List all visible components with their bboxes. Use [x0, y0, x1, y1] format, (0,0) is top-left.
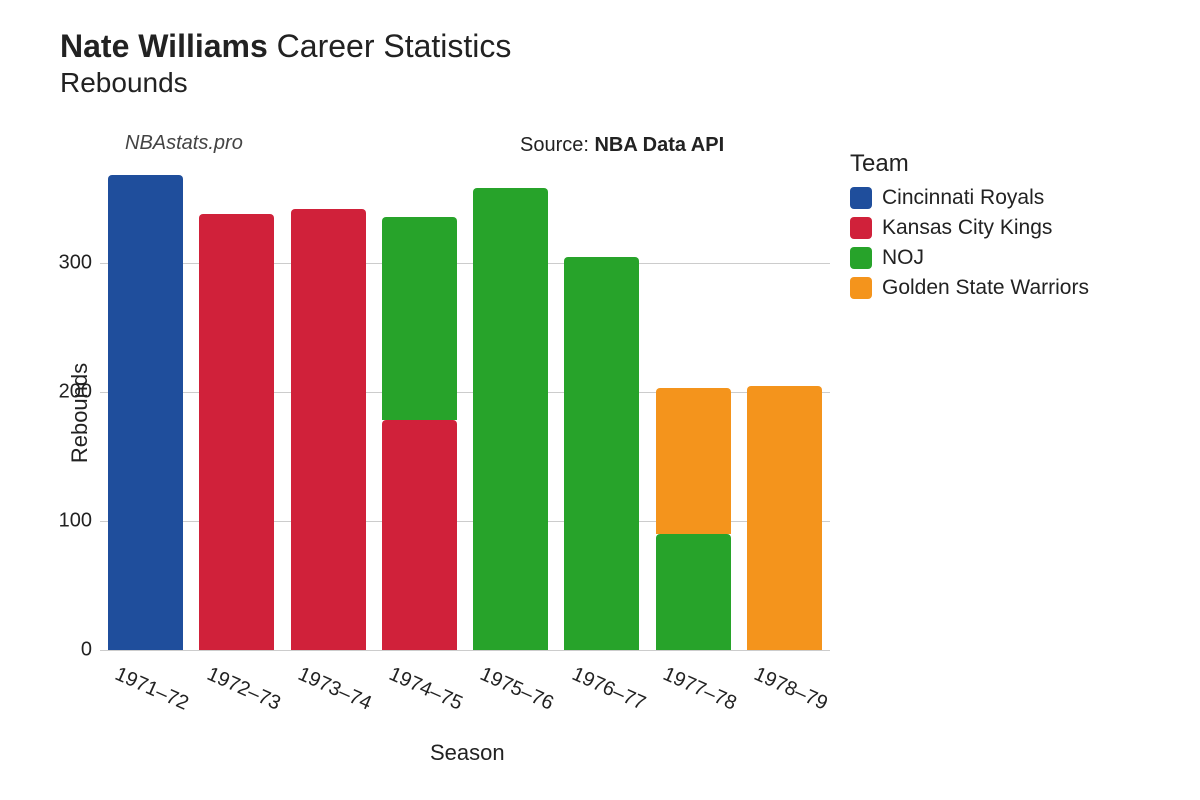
legend-label: Golden State Warriors — [882, 276, 1089, 300]
legend-label: Kansas City Kings — [882, 216, 1052, 240]
source-label: Source: — [520, 134, 594, 156]
y-tick-label: 0 — [32, 639, 92, 662]
legend-item: Cincinnati Royals — [850, 186, 1089, 210]
legend: Team Cincinnati Royals Kansas City Kings N… — [850, 150, 1089, 306]
bar-segment — [291, 209, 366, 650]
source-value: NBA Data API — [594, 134, 724, 156]
bar-segment — [199, 214, 274, 650]
legend-item: NOJ — [850, 246, 1089, 270]
legend-swatch — [850, 217, 872, 239]
legend-swatch — [850, 277, 872, 299]
x-tick-label: 1972–73 — [203, 663, 283, 716]
bar-segment — [656, 388, 731, 534]
x-tick-label: 1978–79 — [750, 663, 830, 716]
chart-title-rest: Career Statistics — [268, 28, 512, 64]
legend-title: Team — [850, 150, 1089, 178]
legend-swatch — [850, 247, 872, 269]
watermark-text: NBAstats.pro — [125, 132, 243, 155]
chart-title-player: Nate Williams — [60, 28, 268, 64]
bar-slot — [199, 160, 274, 650]
bar-slot — [656, 160, 731, 650]
bar-slot — [747, 160, 822, 650]
bar-slot — [564, 160, 639, 650]
gridline — [100, 650, 830, 651]
legend-label: NOJ — [882, 246, 924, 270]
bar-segment — [656, 534, 731, 650]
legend-swatch — [850, 187, 872, 209]
x-tick-label: 1973–74 — [294, 663, 374, 716]
source-attribution: Source: NBA Data API — [520, 134, 724, 157]
x-tick-label: 1977–78 — [659, 663, 739, 716]
bar-chart-area — [100, 160, 830, 650]
legend-item: Kansas City Kings — [850, 216, 1089, 240]
bar-slot — [108, 160, 183, 650]
bar-segment — [382, 420, 457, 650]
bar-segment — [382, 217, 457, 421]
legend-label: Cincinnati Royals — [882, 186, 1044, 210]
y-tick-label: 300 — [32, 252, 92, 275]
y-tick-label: 100 — [32, 510, 92, 533]
chart-title: Nate Williams Career Statistics — [60, 28, 511, 65]
x-tick-label: 1975–76 — [477, 663, 557, 716]
chart-title-block: Nate Williams Career Statistics Rebounds — [60, 28, 511, 99]
x-tick-label: 1976–77 — [568, 663, 648, 716]
y-tick-label: 200 — [32, 381, 92, 404]
bar-slot — [291, 160, 366, 650]
chart-subtitle: Rebounds — [60, 67, 511, 99]
x-tick-label: 1971–72 — [112, 663, 192, 716]
x-tick-label: 1974–75 — [385, 663, 465, 716]
bar-segment — [564, 257, 639, 650]
bar-slot — [382, 160, 457, 650]
bar-segment — [747, 386, 822, 650]
x-axis-title: Season — [430, 740, 505, 766]
bar-segment — [473, 188, 548, 650]
y-axis-title: Rebounds — [67, 363, 93, 463]
bar-segment — [108, 175, 183, 650]
bar-slot — [473, 160, 548, 650]
legend-item: Golden State Warriors — [850, 276, 1089, 300]
